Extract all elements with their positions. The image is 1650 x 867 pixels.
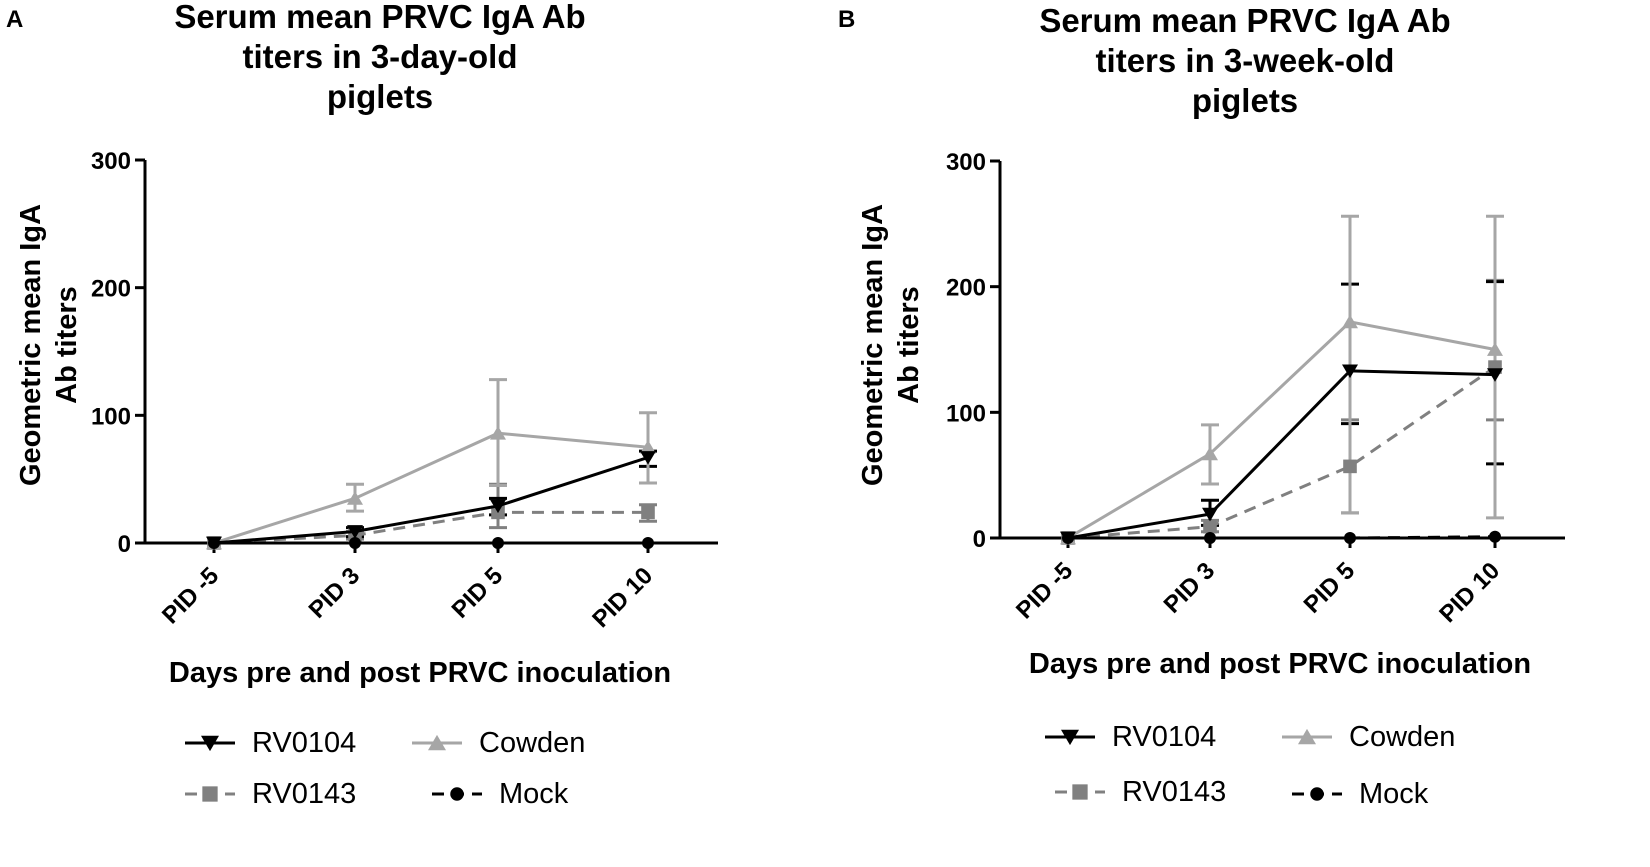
legend-marker-rv0143 (1072, 784, 1088, 800)
data-point-rv0143 (1203, 519, 1217, 534)
y-tick-label: 300 (91, 148, 131, 175)
data-point-rv0104 (1202, 507, 1218, 522)
x-tick-label: PID 10 (1434, 557, 1505, 628)
y-tick-label: 200 (946, 275, 986, 302)
legend-label-mock: Mock (499, 778, 569, 810)
y-tick-label: 200 (91, 276, 131, 303)
legend-marker-cowden (428, 734, 446, 751)
y-tick-label: 100 (946, 400, 986, 427)
chart-title-line: titers in 3-week-old (1096, 42, 1395, 79)
legend-marker-rv0104 (1061, 729, 1079, 746)
series-line-cowden (213, 431, 649, 545)
legend-label-mock: Mock (1359, 778, 1429, 810)
chart-title-line: piglets (327, 78, 433, 115)
y-tick-label: 0 (118, 531, 131, 558)
x-tick-label: PID 5 (447, 562, 509, 624)
x-axis-label: Days pre and post PRVC inoculation (1029, 648, 1531, 680)
data-point-mock (642, 537, 654, 549)
chart-title-line: Serum mean PRVC IgA Ab (174, 0, 585, 35)
data-point-cowden (490, 426, 506, 440)
x-tick-label: PID 3 (304, 562, 366, 624)
x-tick-label: PID -5 (157, 562, 224, 629)
y-axis-label-line: Geometric mean IgA (15, 204, 47, 486)
data-point-rv0143 (1343, 459, 1357, 474)
data-point-rv0104 (490, 499, 506, 514)
chart-title-line: Serum mean PRVC IgA Ab (1039, 2, 1450, 39)
x-tick-label: PID -5 (1011, 557, 1078, 624)
data-point-cowden (1202, 446, 1218, 461)
chart-title-line: titers in 3-day-old (242, 38, 517, 75)
legend-marker-rv0143 (202, 786, 218, 802)
series-line-rv0104 (213, 456, 649, 545)
data-point-rv0104 (1487, 368, 1503, 382)
legend-label-rv0104: RV0104 (1112, 721, 1216, 753)
data-point-cowden (347, 491, 363, 505)
data-point-rv0104 (1342, 364, 1358, 379)
x-tick-label: PID 3 (1159, 557, 1221, 619)
data-point-mock (1344, 532, 1356, 544)
data-point-mock (1204, 532, 1216, 544)
x-tick-label: PID 10 (587, 562, 658, 633)
legend-label-cowden: Cowden (1349, 721, 1455, 753)
series-line-rv0143 (213, 510, 648, 545)
y-axis-label-line: Ab titers (51, 286, 83, 404)
legend-marker-mock (450, 787, 464, 801)
series-line-rv0104 (1067, 369, 1496, 540)
legend-marker-mock (1310, 787, 1324, 801)
data-point-cowden (640, 440, 656, 454)
legend-label-rv0104: RV0104 (252, 727, 356, 759)
y-axis-label-line: Geometric mean IgA (857, 204, 889, 486)
y-tick-label: 300 (946, 149, 986, 176)
x-axis-label: Days pre and post PRVC inoculation (169, 657, 671, 689)
y-axis-label-line: Ab titers (893, 286, 925, 404)
y-tick-label: 0 (973, 526, 986, 553)
series-line-rv0143 (1067, 365, 1496, 540)
legend-marker-rv0104 (201, 735, 219, 752)
legend-label-cowden: Cowden (479, 727, 585, 759)
data-point-rv0143 (641, 505, 655, 520)
data-point-mock (1062, 532, 1074, 544)
panel-letter: B (838, 6, 855, 33)
data-point-cowden (1487, 342, 1503, 356)
panel-letter: A (6, 6, 23, 33)
y-axis-label: Geometric mean IgA Ab titers (857, 204, 925, 486)
data-point-mock (492, 537, 504, 549)
y-axis-label: Geometric mean IgA Ab titers (15, 204, 83, 486)
y-tick-label: 100 (91, 403, 131, 430)
data-point-rv0104 (640, 451, 656, 465)
x-tick-label: PID 5 (1299, 557, 1361, 619)
legend-marker-cowden (1298, 728, 1316, 745)
data-point-mock (349, 537, 361, 549)
data-point-mock (1489, 530, 1501, 543)
chart-title-line: piglets (1192, 82, 1298, 119)
series-line-mock (1068, 535, 1496, 540)
series-line-cowden (1067, 320, 1496, 540)
data-point-rv0104 (347, 525, 363, 539)
legend-label-rv0143: RV0143 (1122, 776, 1226, 808)
data-point-mock (208, 537, 220, 549)
legend-label-rv0143: RV0143 (252, 778, 356, 810)
data-point-cowden (1342, 314, 1358, 329)
